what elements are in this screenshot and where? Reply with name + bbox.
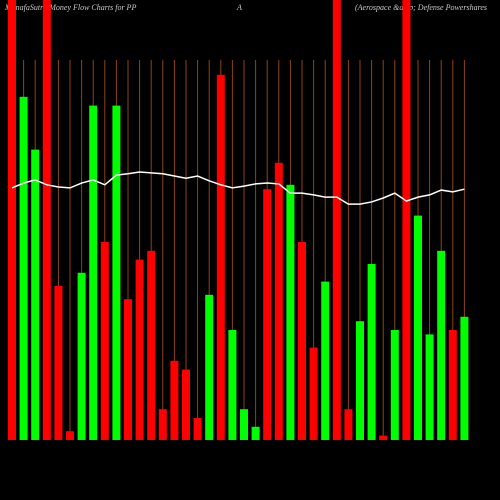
- bar: [414, 215, 422, 440]
- bar: [54, 286, 63, 440]
- bar: [205, 294, 214, 440]
- chart-title: (Aerospace &amp; Defense Powershares: [355, 3, 487, 12]
- bar: [100, 242, 109, 440]
- bar: [344, 409, 353, 440]
- bar: [379, 435, 388, 440]
- money-flow-line: [11, 171, 465, 205]
- bar: [124, 299, 132, 440]
- bar: [321, 281, 330, 440]
- bar: [182, 369, 190, 440]
- bar: [251, 426, 260, 440]
- chart-title: A: [236, 3, 242, 12]
- bar: [216, 74, 225, 441]
- bar: [8, 0, 16, 440]
- bar: [332, 0, 341, 440]
- bar: [390, 330, 399, 440]
- bar: [448, 330, 457, 440]
- bar: [147, 250, 156, 440]
- bar: [298, 242, 306, 440]
- bar: [158, 409, 167, 440]
- bar: [286, 184, 295, 440]
- bar: [263, 189, 272, 440]
- bar: [309, 347, 318, 440]
- bar: [42, 0, 51, 440]
- bar: [367, 264, 376, 440]
- bar: [66, 431, 74, 440]
- bar: [19, 96, 28, 441]
- bar: [193, 418, 202, 440]
- bar: [89, 105, 98, 440]
- bar: [135, 259, 144, 440]
- chart-title: MunafaSutra Money Flow Charts for PP: [4, 3, 136, 12]
- bar: [437, 250, 446, 440]
- bar: [402, 0, 411, 440]
- bar: [77, 272, 86, 440]
- bar: [31, 149, 40, 440]
- bar: [170, 360, 179, 440]
- bar: [425, 334, 434, 440]
- bar: [274, 162, 283, 441]
- bar: [356, 321, 364, 440]
- bar: [112, 105, 121, 440]
- bar: [240, 409, 248, 440]
- bar: [460, 316, 469, 440]
- bar: [228, 330, 237, 440]
